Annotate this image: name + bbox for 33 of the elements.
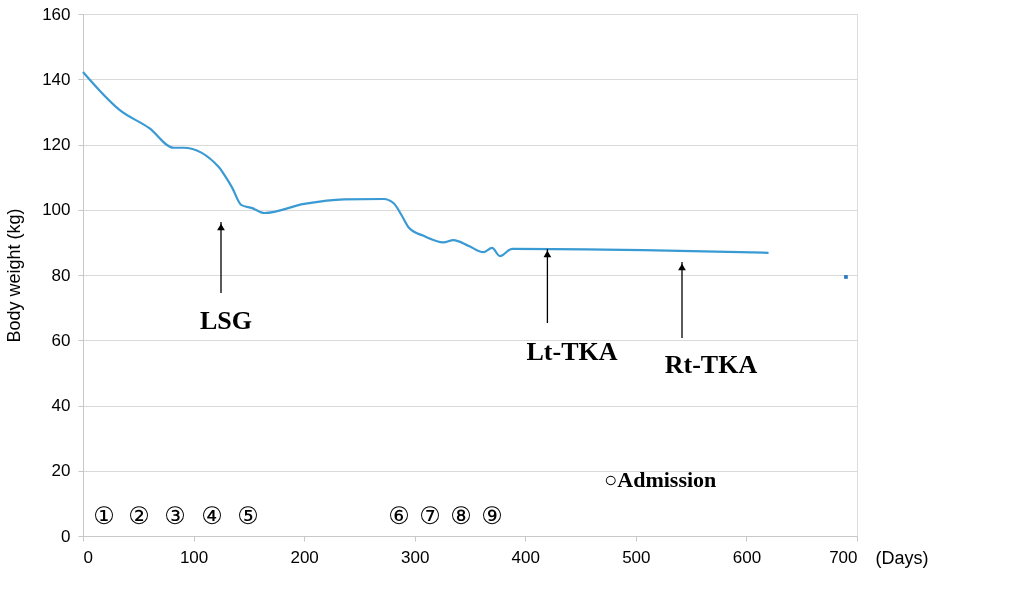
- y-tick-label: 80: [51, 265, 71, 285]
- x-tick-label: 100: [179, 547, 209, 567]
- x-tick-label: 500: [622, 547, 651, 567]
- y-tick-label: 20: [51, 461, 71, 481]
- y-tick-label: 140: [42, 69, 71, 89]
- y-tick-label: 0: [61, 526, 71, 546]
- annotation: ⑤: [237, 502, 259, 530]
- annotation: Lt-TKA: [526, 337, 618, 366]
- x-tick-label: 700: [829, 547, 858, 567]
- annotation: ②: [128, 502, 150, 530]
- annotation: ⑨: [481, 502, 503, 530]
- x-tick-label: 200: [290, 547, 319, 567]
- annotation: ○Admission: [604, 467, 717, 492]
- y-tick-label: 100: [42, 200, 71, 220]
- annotation: ⑧: [450, 502, 472, 530]
- x-tick-label: 0: [83, 547, 93, 567]
- annotation: ③: [164, 502, 186, 530]
- y-tick-label: 60: [51, 330, 71, 350]
- annotation: Rt-TKA: [664, 350, 758, 379]
- line-series: [81, 70, 770, 258]
- x-tick-label: 300: [401, 547, 430, 567]
- x-axis-title: (Days): [875, 547, 929, 568]
- x-tick-label: 600: [732, 547, 762, 567]
- y-tick-label: 120: [42, 135, 71, 154]
- x-tick-label: 400: [511, 547, 540, 567]
- annotation: ⑥: [388, 502, 410, 530]
- annotation: ⑦: [419, 502, 441, 530]
- y-tick-label: 160: [42, 4, 71, 24]
- y-axis-title: Body weight (kg): [4, 208, 25, 343]
- annotation: ①: [93, 502, 115, 530]
- y-tick-label: 40: [51, 396, 71, 415]
- annotation: LSG: [199, 306, 253, 335]
- annotation: ④: [201, 502, 223, 530]
